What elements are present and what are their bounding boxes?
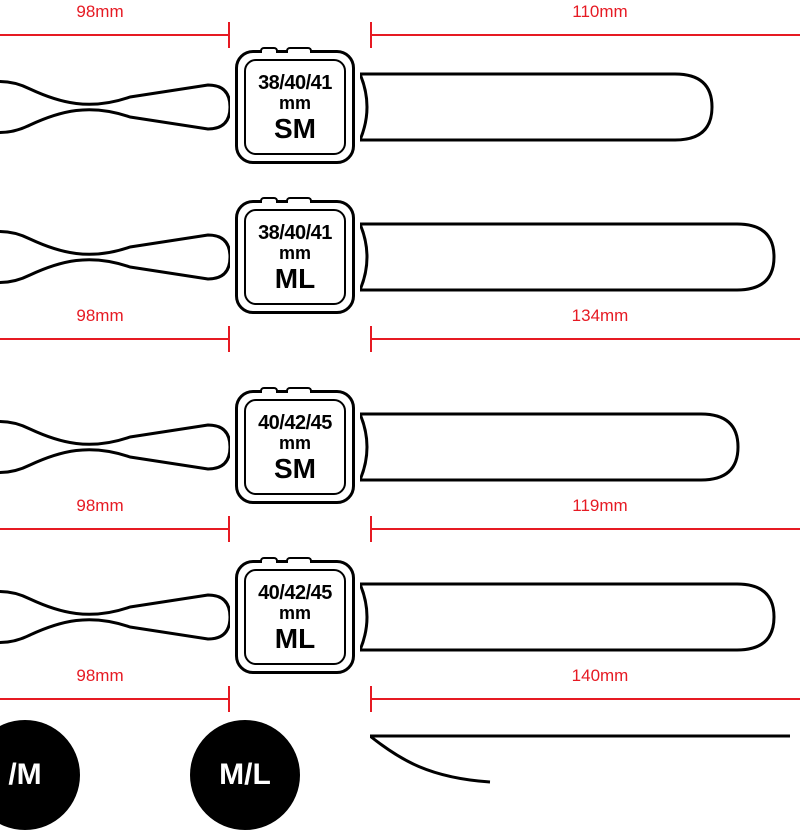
dimension-label: 110mm <box>572 2 627 22</box>
watch-mm-text: mm <box>279 244 311 263</box>
left-band <box>0 410 230 484</box>
dimension-bar: 98mm <box>0 22 230 48</box>
partial-band-shape <box>370 730 790 800</box>
size-badge-label: M/L <box>219 758 271 792</box>
dimension-label: 98mm <box>76 666 123 686</box>
watch-sizes-text: 40/42/45 <box>258 413 332 434</box>
right-band <box>360 580 776 654</box>
watch-mm-text: mm <box>279 604 311 623</box>
watch-size-code: SM <box>274 114 316 143</box>
size-badge: M/L <box>190 720 300 830</box>
watch-mm-text: mm <box>279 434 311 453</box>
watch-band-row: 40/42/45 mm SM 98mm 119mm <box>0 370 800 520</box>
watch-mm-text: mm <box>279 94 311 113</box>
dimension-label: 98mm <box>76 306 123 326</box>
dimension-bar: 119mm <box>370 516 800 542</box>
dimension-bar: 98mm <box>0 326 230 352</box>
watch-band-row: 38/40/41 mm ML 98mm 134mm <box>0 180 800 330</box>
right-band <box>360 220 776 294</box>
dimension-bar: 98mm <box>0 516 230 542</box>
watch-sizes-text: 40/42/45 <box>258 583 332 604</box>
dimension-label: 134mm <box>572 306 629 326</box>
watch-case: 38/40/41 mm SM <box>235 50 355 164</box>
watch-case: 38/40/41 mm ML <box>235 200 355 314</box>
watch-case: 40/42/45 mm ML <box>235 560 355 674</box>
crown-button-2 <box>286 557 312 563</box>
crown-button-1 <box>260 197 278 203</box>
dimension-label: 119mm <box>572 496 627 516</box>
watch-sizes-text: 38/40/41 <box>258 73 332 94</box>
dimension-label: 98mm <box>76 496 123 516</box>
watch-band-row: 38/40/41 mm SM 98mm 110mm <box>0 30 800 180</box>
left-band <box>0 70 230 144</box>
left-band <box>0 580 230 654</box>
size-badge: /M <box>0 720 80 830</box>
watch-sizes-text: 38/40/41 <box>258 223 332 244</box>
right-band <box>360 70 714 144</box>
crown-button-1 <box>260 47 278 53</box>
dimension-bar: 134mm <box>370 326 800 352</box>
dimension-bar: 140mm <box>370 686 800 712</box>
dimension-bar: 98mm <box>0 686 230 712</box>
crown-button-1 <box>260 557 278 563</box>
watch-band-row: 40/42/45 mm ML 98mm 140mm <box>0 540 800 690</box>
watch-size-code: ML <box>275 624 315 653</box>
left-band <box>0 220 230 294</box>
dimension-label: 98mm <box>76 2 123 22</box>
size-badge-label: /M <box>8 758 41 792</box>
watch-size-code: SM <box>274 454 316 483</box>
crown-button-2 <box>286 197 312 203</box>
crown-button-2 <box>286 47 312 53</box>
crown-button-1 <box>260 387 278 393</box>
crown-button-2 <box>286 387 312 393</box>
dimension-label: 140mm <box>572 666 629 686</box>
dimension-bar: 110mm <box>370 22 800 48</box>
watch-case: 40/42/45 mm SM <box>235 390 355 504</box>
watch-size-code: ML <box>275 264 315 293</box>
right-band <box>360 410 740 484</box>
